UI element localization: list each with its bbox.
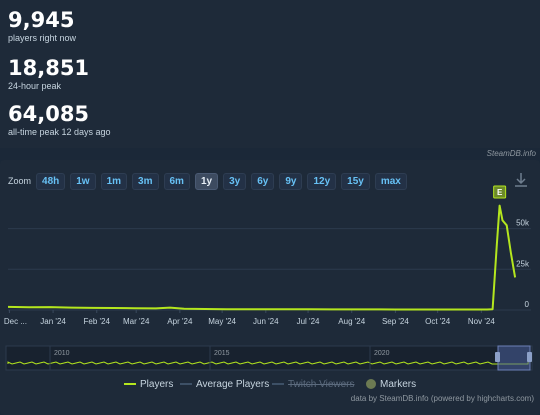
zoom-3m-button[interactable]: 3m bbox=[132, 172, 159, 190]
zoom-15y-button[interactable]: 15y bbox=[341, 172, 370, 190]
navigator-year-label: 2020 bbox=[374, 350, 390, 357]
zoom-6m-button[interactable]: 6m bbox=[163, 172, 190, 190]
navigator-handle-right[interactable] bbox=[527, 352, 532, 362]
twitch-swatch bbox=[272, 383, 284, 385]
event-marker[interactable] bbox=[493, 185, 507, 199]
chart-legend: Players Average Players Twitch Viewers M… bbox=[0, 377, 540, 391]
navigator-handle-left[interactable] bbox=[495, 352, 500, 362]
legend-players[interactable]: Players bbox=[124, 377, 173, 391]
x-tick-label: Jul '24 bbox=[297, 317, 320, 326]
navigator: 2010 2015 2020 bbox=[5, 345, 533, 371]
all-time-peak-value: 64,085 bbox=[8, 102, 90, 126]
x-tick-label: Sep '24 bbox=[382, 317, 409, 326]
x-tick-label: Oct '24 bbox=[425, 317, 451, 326]
x-tick-label: Dec ... bbox=[4, 317, 27, 326]
zoom-1y-button[interactable]: 1y bbox=[194, 172, 219, 190]
y-tick-label: 0 bbox=[525, 300, 530, 309]
y-tick-label: 25k bbox=[516, 259, 530, 268]
steamdb-credit-top[interactable]: SteamDB.info bbox=[486, 149, 536, 158]
legend-average-players[interactable]: Average Players bbox=[180, 377, 269, 391]
zoom-12y-button[interactable]: 12y bbox=[307, 172, 337, 190]
legend-markers[interactable]: Markers bbox=[366, 377, 416, 391]
players-swatch bbox=[124, 383, 136, 385]
x-tick-label: Jun '24 bbox=[253, 317, 279, 326]
y-tick-label: 50k bbox=[516, 219, 530, 228]
current-players-stat: 9,945 players right now bbox=[8, 8, 76, 44]
navigator-series-line bbox=[7, 351, 532, 365]
zoom-max-button[interactable]: max bbox=[374, 172, 407, 190]
x-tick-label: Jan '24 bbox=[40, 317, 66, 326]
x-tick-label: Aug '24 bbox=[338, 317, 365, 326]
x-tick-label: Feb '24 bbox=[84, 317, 111, 326]
stats-panel: 9,945 players right now 18,851 24-hour p… bbox=[0, 0, 540, 148]
navigator-year-label: 2015 bbox=[214, 350, 230, 357]
zoom-6y-button[interactable]: 6y bbox=[251, 172, 275, 190]
zoom-1m-button[interactable]: 1m bbox=[100, 172, 128, 190]
all-time-peak-label: all-time peak 12 days ago bbox=[8, 127, 111, 137]
x-tick-label: Mar '24 bbox=[123, 317, 150, 326]
legend-twitch-label: Twitch Viewers bbox=[288, 378, 355, 390]
y-axis-ticks: 0 25k 50k bbox=[516, 219, 530, 309]
legend-markers-label: Markers bbox=[380, 378, 417, 390]
navigator-background bbox=[5, 345, 533, 371]
markers-swatch bbox=[366, 379, 376, 389]
peak-24h-value: 18,851 bbox=[8, 56, 90, 80]
current-players-value: 9,945 bbox=[8, 8, 75, 32]
download-icon[interactable] bbox=[514, 172, 528, 188]
grid-lines bbox=[8, 228, 531, 311]
average-swatch bbox=[180, 383, 192, 385]
peak-24h-label: 24-hour peak bbox=[8, 81, 62, 91]
legend-twitch-viewers[interactable]: Twitch Viewers bbox=[272, 377, 355, 391]
zoom-1w-button[interactable]: 1w bbox=[70, 172, 96, 190]
zoom-controls: Zoom 48h 1w 1m 3m 6m 1y 3y 6y 9y 12y 15y max bbox=[8, 172, 412, 190]
plot-area: E bbox=[7, 185, 517, 311]
x-axis-ticks: Dec ... Jan '24 Feb '24 Mar '24 Apr '24 May '… bbox=[4, 310, 495, 326]
x-tick-label: Nov '24 bbox=[468, 317, 495, 326]
series-line-players[interactable] bbox=[7, 204, 517, 311]
zoom-48h-button[interactable]: 48h bbox=[36, 172, 66, 190]
chart-panel: Zoom 48h 1w 1m 3m 6m 1y 3y 6y 9y 12y 15y max 0 25k 50… bbox=[0, 160, 540, 415]
player-count-chart[interactable]: 0 25k 50k Dec ... Jan '24 Feb '24 Mar '24 Apr … bbox=[0, 160, 540, 375]
current-players-label: players right now bbox=[8, 33, 77, 43]
legend-players-label: Players bbox=[140, 378, 174, 390]
highcharts-credit[interactable]: data by SteamDB.info (powered by highcha… bbox=[350, 394, 534, 403]
x-tick-label: Apr '24 bbox=[167, 317, 193, 326]
peak-24h-stat: 18,851 24-hour peak bbox=[8, 56, 89, 92]
navigator-year-label: 2010 bbox=[54, 350, 70, 357]
x-tick-label: May '24 bbox=[208, 317, 236, 326]
navigator-selection-window[interactable] bbox=[497, 345, 531, 371]
legend-average-label: Average Players bbox=[196, 378, 270, 390]
zoom-9y-button[interactable]: 9y bbox=[279, 172, 303, 190]
zoom-label: Zoom bbox=[8, 176, 32, 186]
zoom-3y-button[interactable]: 3y bbox=[223, 172, 247, 190]
all-time-peak-stat: 64,085 all-time peak 12 days ago bbox=[8, 102, 111, 138]
event-marker-label: E bbox=[497, 188, 503, 197]
